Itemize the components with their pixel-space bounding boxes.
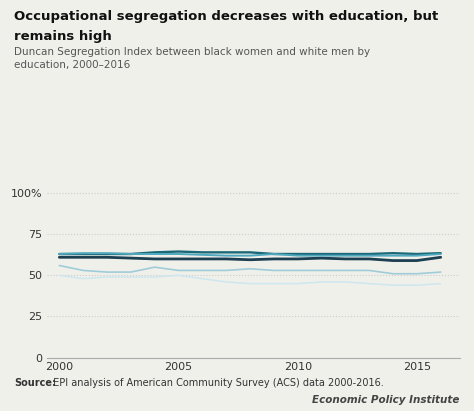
Text: remains high: remains high [14,30,112,43]
Text: Source:: Source: [14,379,56,388]
Text: Economic Policy Institute: Economic Policy Institute [312,395,460,405]
Text: EPI analysis of American Community Survey (ACS) data 2000-2016.: EPI analysis of American Community Surve… [50,379,383,388]
Text: Occupational segregation decreases with education, but: Occupational segregation decreases with … [14,10,438,23]
Text: Duncan Segregation Index between black women and white men by
education, 2000–20: Duncan Segregation Index between black w… [14,47,370,70]
